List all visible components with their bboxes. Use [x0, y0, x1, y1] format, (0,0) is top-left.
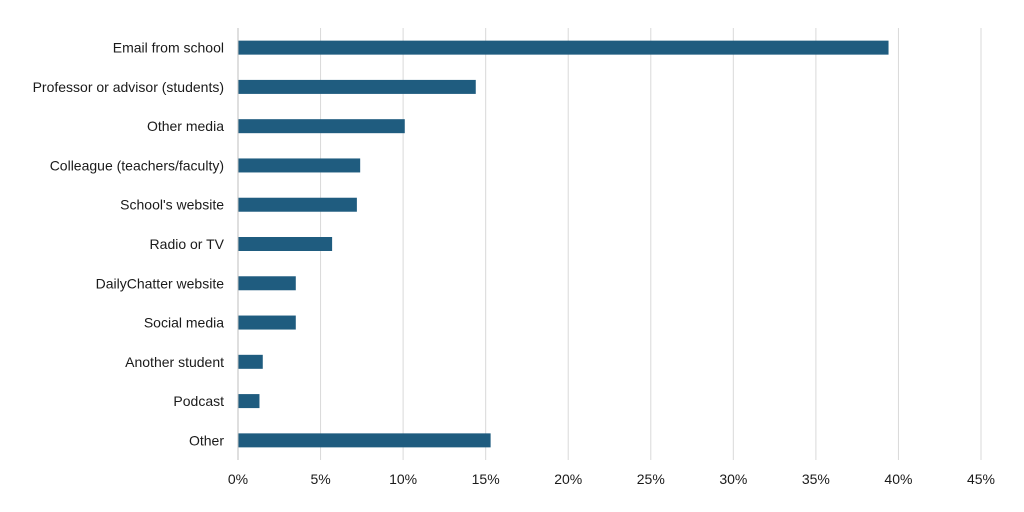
x-axis-tick-labels: 0% 5% 10% 15% 20% 25% 30% 35% 40% 45%: [228, 471, 995, 487]
category-label: School's website: [120, 197, 224, 213]
bar-email-from-school: [238, 40, 889, 55]
bar-another-student: [238, 354, 263, 369]
bar-colleague-teachers-faculty: [238, 158, 361, 173]
x-tick-label: 45%: [967, 471, 995, 487]
x-tick-label: 40%: [884, 471, 912, 487]
category-label: Email from school: [113, 40, 224, 56]
bars: [238, 40, 889, 448]
bar-social-media: [238, 315, 296, 330]
category-label: Another student: [125, 354, 224, 370]
category-label: Radio or TV: [150, 236, 225, 252]
bar-dailychatter-website: [238, 276, 296, 291]
bar-professor-or-advisor-students: [238, 79, 476, 94]
x-tick-label: 10%: [389, 471, 417, 487]
gridlines: [320, 28, 982, 460]
category-label: Other: [189, 432, 224, 448]
category-label: DailyChatter website: [96, 275, 225, 291]
category-label: Professor or advisor (students): [33, 79, 224, 95]
x-tick-label: 15%: [472, 471, 500, 487]
x-tick-label: 0%: [228, 471, 248, 487]
x-tick-label: 20%: [554, 471, 582, 487]
bar-podcast: [238, 394, 260, 409]
x-tick-label: 25%: [637, 471, 665, 487]
bar-radio-or-tv: [238, 237, 333, 251]
x-tick-label: 5%: [310, 471, 330, 487]
bar-school-s-website: [238, 197, 357, 212]
category-label: Podcast: [173, 393, 224, 409]
x-tick-label: 30%: [719, 471, 747, 487]
category-label: Other media: [147, 118, 224, 134]
bar-other-media: [238, 119, 405, 134]
category-label: Social media: [144, 315, 224, 331]
category-label: Colleague (teachers/faculty): [50, 157, 224, 173]
category-labels: Email from school Professor or advisor (s…: [33, 40, 225, 449]
bar-other: [238, 433, 491, 448]
x-tick-label: 35%: [802, 471, 830, 487]
